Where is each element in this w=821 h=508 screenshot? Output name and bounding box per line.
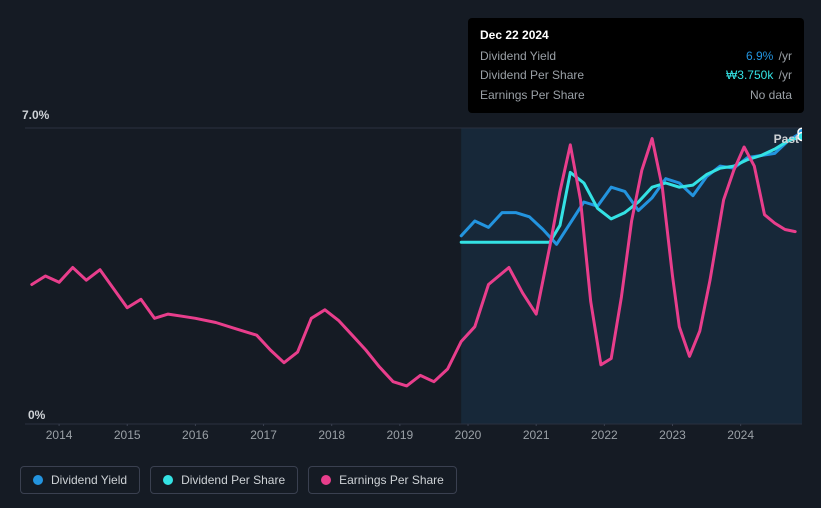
xaxis-tick-label: 2015 xyxy=(114,428,141,442)
legend-swatch xyxy=(163,475,173,485)
legend-swatch xyxy=(321,475,331,485)
xaxis-tick-label: 2023 xyxy=(659,428,686,442)
chart-tooltip: Dec 22 2024 Dividend Yield6.9% /yrDivide… xyxy=(468,18,804,113)
xaxis-tick-label: 2024 xyxy=(727,428,754,442)
tooltip-row-value: 6.9% /yr xyxy=(746,47,792,66)
yaxis-max-label: 7.0% xyxy=(22,108,49,122)
xaxis-tick-label: 2014 xyxy=(46,428,73,442)
dividend-chart: 7.0% 0% Past 2014 2015 2016 2017 2018 2019 202… xyxy=(22,108,802,450)
chart-legend: Dividend Yield Dividend Per Share Earnings… xyxy=(20,466,457,494)
xaxis-tick-label: 2017 xyxy=(250,428,277,442)
chart-svg xyxy=(22,108,802,426)
legend-item-earnings-per-share[interactable]: Earnings Per Share xyxy=(308,466,457,494)
legend-swatch xyxy=(33,475,43,485)
xaxis-tick-label: 2016 xyxy=(182,428,209,442)
xaxis-tick-label: 2018 xyxy=(318,428,345,442)
legend-item-dividend-per-share[interactable]: Dividend Per Share xyxy=(150,466,298,494)
tooltip-row: Dividend Yield 6.9% /yr xyxy=(480,47,792,66)
tooltip-row: Dividend Per Share ₩3.750k /yr xyxy=(480,66,792,85)
tooltip-row-value: No data xyxy=(750,86,792,105)
xaxis-tick-label: 2022 xyxy=(591,428,618,442)
xaxis-tick-label: 2020 xyxy=(455,428,482,442)
legend-item-dividend-yield[interactable]: Dividend Yield xyxy=(20,466,140,494)
tooltip-row-label: Earnings Per Share xyxy=(480,86,585,105)
xaxis-tick-label: 2021 xyxy=(523,428,550,442)
legend-label: Dividend Yield xyxy=(51,473,127,487)
tooltip-row: Earnings Per Share No data xyxy=(480,86,792,105)
tooltip-row-label: Dividend Yield xyxy=(480,47,556,66)
legend-label: Earnings Per Share xyxy=(339,473,444,487)
xaxis-tick-label: 2019 xyxy=(387,428,414,442)
yaxis-min-label: 0% xyxy=(28,408,45,422)
tooltip-row-label: Dividend Per Share xyxy=(480,66,584,85)
past-label: Past xyxy=(774,132,799,146)
tooltip-row-value: ₩3.750k /yr xyxy=(726,66,792,85)
tooltip-date: Dec 22 2024 xyxy=(480,26,792,45)
legend-label: Dividend Per Share xyxy=(181,473,285,487)
